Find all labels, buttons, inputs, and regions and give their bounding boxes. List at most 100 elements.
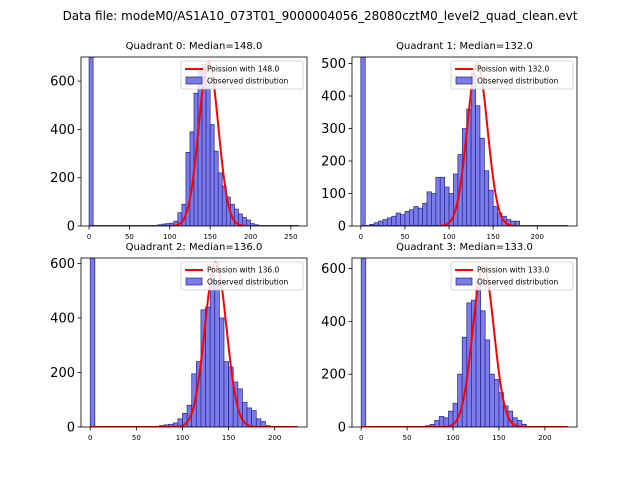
x-tick-label: 50: [125, 233, 134, 241]
histogram-bar: [438, 416, 445, 427]
histogram-bar: [439, 176, 445, 226]
legend-hist-swatch: [185, 277, 203, 286]
legend-hist-swatch: [185, 76, 203, 85]
histogram-bar: [413, 206, 419, 226]
histogram-bar: [223, 361, 229, 427]
legend-box: [180, 261, 304, 291]
y-tick-label: 400: [321, 315, 346, 330]
legend: Poission with 133.0 Observed distribution: [450, 261, 574, 291]
histogram-bar: [493, 379, 500, 427]
x-tick-label: 150: [203, 233, 216, 241]
y-tick-label: 400: [50, 123, 75, 138]
poisson-curve: [361, 264, 568, 427]
axes-frame: [351, 56, 578, 227]
histogram-bar: [400, 214, 406, 226]
histogram-bar: [470, 72, 476, 226]
histogram-bar: [426, 191, 432, 226]
poisson-curve: [89, 60, 299, 226]
histogram-bar: [205, 306, 211, 427]
histogram-bar: [255, 418, 262, 427]
histogram-bar: [516, 420, 523, 427]
y-tick-label: 400: [321, 90, 346, 105]
histogram-bar: [422, 202, 428, 226]
legend-hist-swatch: [455, 76, 473, 85]
legend-hist-label: Observed distribution: [207, 77, 288, 86]
histogram-bar: [435, 176, 441, 226]
legend-hist-label: Observed distribution: [477, 278, 558, 287]
histogram-bar: [404, 211, 410, 226]
figure-title: Data file: modeM0/AS1A10_073T01_90000040…: [62, 9, 578, 23]
panel-title: Quadrant 1: Median=132.0: [396, 41, 533, 52]
histogram-bar: [209, 124, 215, 226]
legend-box: [450, 261, 574, 291]
histogram-bar: [444, 186, 450, 226]
y-tick-label: 200: [50, 366, 75, 381]
histogram-bar: [484, 170, 490, 226]
histogram-bar: [492, 206, 498, 226]
legend-hist-label: Observed distribution: [207, 278, 288, 287]
y-tick-label: 300: [321, 122, 346, 137]
y-tick-label: 100: [321, 187, 346, 202]
histogram-bar: [431, 193, 437, 226]
x-tick-label: 200: [244, 233, 257, 241]
y-tick-label: 0: [67, 421, 75, 436]
histogram-bar: [260, 421, 266, 427]
histogram-bar: [386, 217, 393, 226]
x-tick-label: 0: [359, 233, 363, 241]
histogram-bar: [480, 310, 486, 427]
y-tick-label: 0: [67, 220, 75, 235]
x-tick-label: 200: [538, 434, 551, 442]
legend-box: [180, 60, 304, 90]
histogram-bar: [213, 150, 219, 226]
histogram-bar-zero: [360, 57, 366, 226]
legend-hist-label: Observed distribution: [477, 77, 558, 86]
histogram-bar: [488, 189, 494, 226]
y-tick-label: 0: [338, 421, 346, 436]
panel-title: Quadrant 2: Median=136.0: [126, 242, 263, 253]
x-tick-label: 100: [176, 434, 189, 442]
histogram-bar: [219, 317, 225, 427]
histogram-bar: [391, 215, 397, 226]
legend-line-label: Poission with 136.0: [207, 266, 280, 275]
histogram-bar: [417, 207, 423, 226]
x-tick-label: 50: [132, 434, 141, 442]
y-tick-label: 500: [321, 57, 346, 72]
legend-line-label: Poission with 148.0: [207, 65, 280, 74]
histogram-bar: [521, 424, 527, 427]
chart-panel-1: 0 100 200 300 400 500 0 50 100 150 200 Quadrant 1: …: [321, 41, 578, 241]
panel-title: Quadrant 0: Median=148.0: [126, 41, 263, 52]
panel-title: Quadrant 3: Median=133.0: [396, 242, 533, 253]
x-tick-label: 250: [284, 233, 297, 241]
x-tick-label: 100: [442, 233, 455, 241]
histogram-bar: [409, 209, 415, 226]
poisson-curve: [360, 62, 569, 226]
histogram-bar: [479, 137, 485, 226]
x-tick-label: 50: [403, 434, 412, 442]
histogram-bar: [214, 282, 220, 427]
x-tick-label: 150: [486, 233, 499, 241]
legend-line-label: Poission with 132.0: [477, 65, 550, 74]
x-tick-label: 0: [88, 434, 92, 442]
x-tick-label: 0: [359, 434, 363, 442]
histogram-bar-zero: [360, 258, 367, 427]
legend-hist-swatch: [455, 277, 473, 286]
x-tick-label: 200: [268, 434, 281, 442]
x-tick-label: 0: [87, 233, 91, 241]
legend-line-label: Poission with 133.0: [477, 266, 550, 275]
chart-panel-0: 0 200 400 600 0 50 100 150 200 250 Quadrant 0: Med…: [50, 41, 308, 241]
chart-panel-3: 0 200 400 600 0 50 100 150 200 Quadrant 3: Median…: [321, 242, 578, 442]
legend-box: [450, 60, 574, 90]
histogram-bar: [484, 339, 491, 427]
legend: Poission with 136.0 Observed distribution: [180, 261, 304, 291]
y-tick-label: 200: [321, 368, 346, 383]
axes-frame: [80, 257, 308, 428]
plot-area: [360, 258, 568, 427]
histogram-bar-zero: [88, 57, 94, 226]
plot-area: [360, 57, 569, 226]
histogram-bar: [209, 274, 216, 427]
axes-frame: [351, 257, 578, 428]
histogram-bar: [205, 80, 211, 226]
histogram-bar-zero: [89, 258, 96, 427]
x-tick-label: 100: [163, 233, 176, 241]
